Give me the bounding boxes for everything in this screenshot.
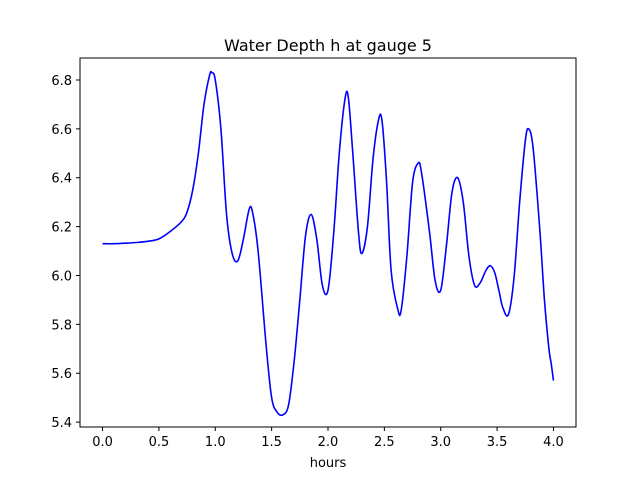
y-tick-label: 5.4 xyxy=(51,416,72,431)
y-tick-label: 6.2 xyxy=(51,221,72,236)
y-axis-ticks: 5.4 5.6 5.8 6.0 6.2 6.4 6.6 6.8 xyxy=(51,74,80,431)
y-tick-label: 5.8 xyxy=(51,318,72,333)
y-tick-label: 6.8 xyxy=(51,74,72,89)
y-tick-label: 6.6 xyxy=(51,123,72,138)
series-layer xyxy=(102,70,555,417)
series-line xyxy=(102,70,555,417)
x-tick-label: 2.5 xyxy=(374,435,395,450)
plot-frame xyxy=(79,57,577,428)
x-tick-label: 4.0 xyxy=(543,435,564,450)
x-tick-label: 0.0 xyxy=(92,435,113,450)
x-tick-label: 1.5 xyxy=(261,435,282,450)
x-tick-label: 2.0 xyxy=(318,435,339,450)
x-tick-label: 3.5 xyxy=(487,435,508,450)
x-tick-label: 0.5 xyxy=(149,435,170,450)
chart-title: Water Depth h at gauge 5 xyxy=(224,36,432,55)
x-axis-title: hours xyxy=(310,456,347,471)
y-tick-label: 5.6 xyxy=(51,367,72,382)
y-tick-label: 6.0 xyxy=(51,269,72,284)
x-axis-ticks: 0.0 0.5 1.0 1.5 2.0 2.5 3.0 3.5 4.0 xyxy=(92,427,564,450)
x-tick-label: 3.0 xyxy=(430,435,451,450)
x-tick-label: 1.0 xyxy=(205,435,226,450)
y-tick-label: 6.4 xyxy=(51,172,72,187)
